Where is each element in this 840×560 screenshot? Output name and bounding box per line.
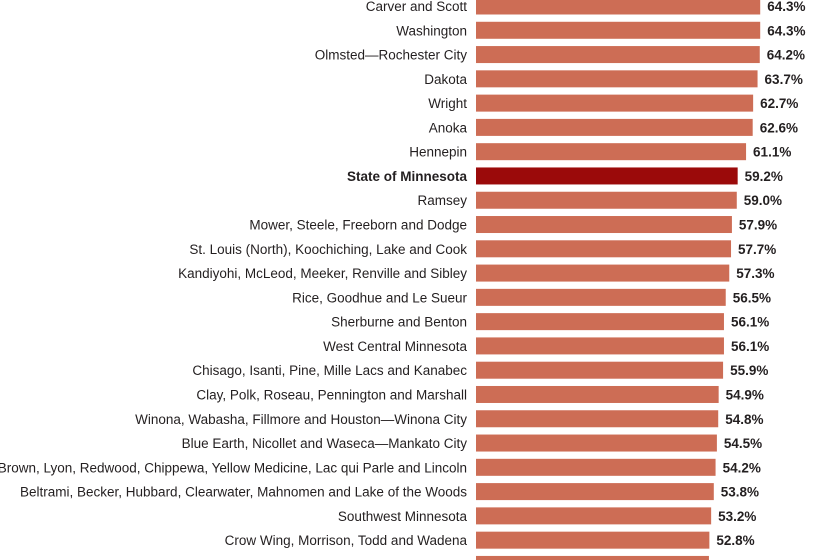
category-label: Chisago, Isanti, Pine, Mille Lacs and Ka… [192,363,467,378]
value-label: 57.7% [738,242,776,257]
value-label: 52.7% [716,557,754,560]
bar [476,143,747,161]
category-label: Southwest Minnesota [338,509,468,524]
value-label: 64.2% [767,48,805,63]
category-label: Carver and Scott [366,0,468,14]
category-label: Ramsey [417,193,467,208]
bar-row: Southwest Minnesota 53.2% [338,507,756,525]
bar-row: Brown, Lyon, Redwood, Chippewa, Yellow M… [0,458,761,476]
bar-row: Clay, Polk, Roseau, Pennington and Marsh… [196,385,764,403]
bar [476,191,737,209]
value-label: 59.0% [744,193,782,208]
category-label: State of Minnesota [347,169,468,184]
value-label: 64.3% [767,23,805,38]
category-label: Brown, Lyon, Redwood, Chippewa, Yellow M… [0,460,467,475]
category-label: Rice, Goodhue and Le Sueur [292,290,467,305]
bar-row: Carver and Scott 64.3% [366,0,805,15]
bar [476,507,712,525]
bar-row: Chisago, Isanti, Pine, Mille Lacs and Ka… [192,361,768,379]
value-label: 55.9% [730,363,768,378]
category-label: West Central Minnesota [323,339,467,354]
bar-row: Wright 62.7% [428,94,798,112]
category-label: Dakota [424,72,467,87]
value-label: 57.3% [736,266,774,281]
value-label: 56.1% [731,315,769,330]
bar [476,46,760,64]
bar [476,0,761,15]
bar-row: West Central Minnesota 56.1% [323,337,769,355]
bar-row: Olmsted—Rochester City 64.2% [315,46,805,64]
bar-row: Kandiyohi, McLeod, Meeker, Renville and … [178,264,775,282]
bar [476,385,719,403]
value-label: 59.2% [745,169,783,184]
category-label: Wright [428,96,467,111]
value-label: 64.3% [767,0,805,14]
bar-row: St. Louis (North), Koochiching, Lake and… [189,240,776,258]
value-label: 61.1% [753,145,791,160]
bar-row: Beltrami, Becker, Hubbard, Clearwater, M… [20,483,759,501]
bar [476,288,726,306]
bar [476,70,758,88]
category-label: Beltrami, Becker, Hubbard, Clearwater, M… [20,485,467,500]
bar-row: Crow Wing, Morrison, Todd and Wadena 52.8… [225,531,755,549]
bar [476,434,717,452]
bar [476,337,724,355]
value-label: 63.7% [765,72,803,87]
value-label: 54.8% [725,412,763,427]
category-label: Sherburne and Benton [331,315,467,330]
bar-row: Winona, Wabasha, Fillmore and Houston—Wi… [135,410,763,428]
bar-row: Anoka 62.6% [429,118,798,136]
value-label: 54.9% [726,387,764,402]
value-label: 54.2% [723,460,761,475]
category-label: Anoka [429,120,468,135]
bar [476,21,761,39]
bar-row: 52.7% [476,555,754,560]
bar [476,531,710,549]
value-label: 53.2% [718,509,756,524]
bar [476,313,724,331]
bar [476,361,724,379]
bar-highlight [476,167,738,185]
bar-row: Ramsey 59.0% [417,191,782,209]
bar-row: Hennepin 61.1% [409,143,791,161]
bar-row: Mower, Steele, Freeborn and Dodge 57.9% [249,216,777,234]
value-label: 62.6% [760,120,798,135]
value-label: 56.5% [733,290,771,305]
bar-row: Rice, Goodhue and Le Sueur 56.5% [292,288,771,306]
bar-row: Washington 64.3% [396,21,805,39]
category-label: Blue Earth, Nicollet and Waseca—Mankato … [182,436,468,451]
value-label: 53.8% [721,485,759,500]
bar [476,410,719,428]
value-label: 57.9% [739,218,777,233]
value-label: 54.5% [724,436,762,451]
bar [476,216,732,234]
category-label: Clay, Polk, Roseau, Pennington and Marsh… [196,387,467,402]
bar [476,458,716,476]
bar-row: Dakota 63.7% [424,70,803,88]
value-label: 62.7% [760,96,798,111]
category-label: St. Louis (North), Koochiching, Lake and… [189,242,467,257]
bar [476,483,714,501]
value-label: 56.1% [731,339,769,354]
category-label: Crow Wing, Morrison, Todd and Wadena [225,533,468,548]
category-label: Kandiyohi, McLeod, Meeker, Renville and … [178,266,467,281]
bar [476,240,732,258]
category-label: Winona, Wabasha, Fillmore and Houston—Wi… [135,412,467,427]
value-label: 52.8% [716,533,754,548]
category-label: Hennepin [409,145,467,160]
category-label: Mower, Steele, Freeborn and Dodge [249,218,467,233]
category-label: Washington [396,23,467,38]
bar [476,264,730,282]
bar-row: Sherburne and Benton 56.1% [331,313,769,331]
bar-row: State of Minnesota 59.2% [347,167,783,185]
bar [476,555,709,560]
bar [476,118,753,136]
bar-row: Blue Earth, Nicollet and Waseca—Mankato … [182,434,762,452]
category-label: Olmsted—Rochester City [315,48,468,63]
bar [476,94,754,112]
